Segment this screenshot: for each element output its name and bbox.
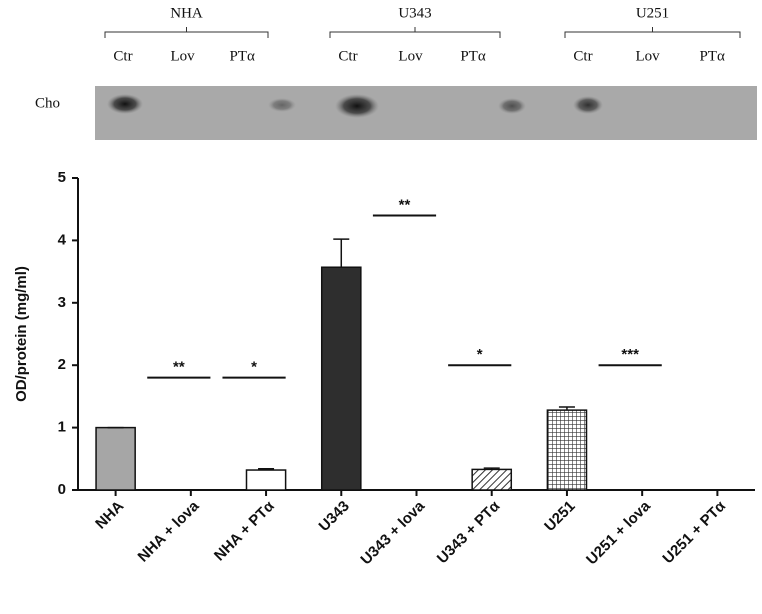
x-tick-label: U251 (541, 498, 578, 535)
error-bar (333, 238, 350, 268)
error-bar (558, 406, 575, 411)
y-tick-label: 5 (58, 169, 66, 186)
bar (320, 266, 362, 491)
group-label: NHA (170, 5, 203, 21)
lane-label: PTα (460, 48, 486, 64)
x-tick-label: NHA (92, 497, 127, 532)
bar (471, 468, 513, 491)
x-tick-label: U251 + lova (583, 497, 654, 568)
y-tick-label: 3 (58, 294, 66, 311)
lane-label: Ctr (338, 48, 357, 64)
bar (546, 409, 588, 491)
lane-label: PTα (699, 48, 725, 64)
blot-spot (498, 98, 526, 114)
x-tick-label: U251 + PTα (659, 497, 729, 567)
blot-spot (268, 98, 296, 112)
significance-label: ** (399, 196, 411, 213)
y-tick-label: 4 (58, 231, 67, 248)
blot-spot (335, 94, 379, 118)
blot-image (95, 86, 757, 140)
lane-label: Ctr (573, 48, 592, 64)
lane-label: Ctr (113, 48, 132, 64)
error-bar (483, 467, 500, 470)
significance-label: * (477, 346, 483, 363)
bar (95, 426, 136, 491)
error-bar (258, 468, 275, 471)
y-axis-label: OD/protein (mg/ml) (13, 266, 30, 402)
x-tick-label: NHA + PTα (211, 497, 278, 564)
y-tick-label: 0 (58, 481, 66, 498)
significance-label: * (251, 359, 257, 376)
group-label: U343 (398, 5, 431, 21)
significance-label: ** (173, 359, 185, 376)
blot-spot (107, 94, 143, 114)
x-tick-label: U343 (316, 498, 353, 535)
lane-label: Lov (635, 48, 660, 64)
x-tick-label: U343 + lova (357, 497, 428, 568)
group-label: U251 (636, 5, 669, 21)
y-tick-label: 1 (58, 419, 66, 436)
lane-label: Lov (398, 48, 423, 64)
blot-spot (573, 96, 603, 114)
group-bracket (329, 27, 501, 38)
significance-label: *** (621, 346, 639, 363)
row-label: Cho (35, 95, 60, 111)
x-tick-label: NHA + lova (135, 497, 203, 565)
chart: 0 1 2 3 4 5 OD/protein (mg/ml) NHA NHA + lova NHA… (13, 169, 755, 568)
blot-labels: NHA Ctr Lov PTα U343 Ctr Lov PTα U251 Ctr Lov PTα Ch… (35, 5, 741, 111)
bar (245, 469, 287, 491)
group-bracket (564, 27, 741, 38)
x-tick-label: U343 + PTα (434, 497, 504, 567)
y-tick-label: 2 (58, 356, 66, 373)
lane-label: Lov (170, 48, 195, 64)
group-bracket (104, 27, 269, 38)
lane-label: PTα (229, 48, 255, 64)
